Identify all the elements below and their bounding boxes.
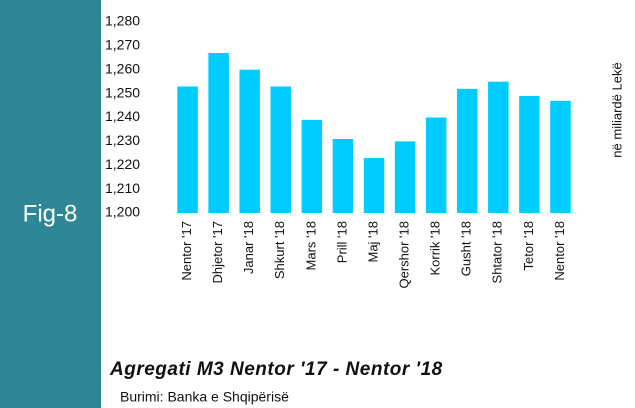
bar (363, 158, 385, 213)
x-tick-label: Maj '18 (365, 221, 380, 263)
x-tick-label: Dhjetor '17 (210, 221, 225, 283)
y-tick-label: 1,200 (105, 204, 140, 220)
x-tick-label: Korrik '18 (428, 221, 443, 276)
y-tick-label: 1,240 (105, 108, 140, 124)
bar (177, 86, 198, 213)
y-tick-label: 1,270 (105, 37, 140, 53)
sidebar (0, 0, 101, 408)
figure-label: Fig-8 (23, 200, 78, 227)
source: Burimi: Banka e Shqipërisë (120, 389, 289, 405)
x-tick-label: Tetor '18 (521, 221, 536, 270)
y-tick-label: 1,210 (105, 180, 140, 196)
x-tick-label: Janar '18 (241, 221, 256, 274)
y-tick-label: 1,250 (105, 84, 140, 100)
bar (270, 86, 292, 213)
bar (425, 117, 447, 213)
x-tick-label: Mars '18 (303, 221, 318, 270)
y-tick-label: 1,260 (105, 60, 140, 76)
x-tick-label: Prill '18 (334, 221, 349, 263)
bar (456, 88, 478, 213)
y-tick-label: 1,230 (105, 132, 140, 148)
bar (301, 119, 323, 213)
x-tick-label: Nentor '18 (552, 221, 567, 281)
bar (394, 141, 416, 213)
x-tick-label: Shkurt '18 (272, 221, 287, 279)
x-tick-label: Nentor '17 (179, 221, 194, 281)
bar (519, 96, 540, 213)
x-tick-label: Gusht '18 (459, 221, 474, 276)
bar (488, 81, 509, 213)
y-tick-label: 1,220 (105, 156, 140, 172)
bar (332, 138, 354, 213)
chart-title: Agregati M3 Nentor '17 - Nentor '18 (109, 359, 443, 380)
bar (550, 100, 571, 213)
y-axis-label: në miliardë Lekë (609, 62, 624, 157)
bar (208, 53, 229, 213)
x-tick-label: Shtator '18 (490, 221, 505, 283)
x-tick-label: Qershor '18 (397, 221, 412, 289)
y-tick-label: 1,280 (105, 13, 140, 29)
bar (239, 69, 260, 213)
